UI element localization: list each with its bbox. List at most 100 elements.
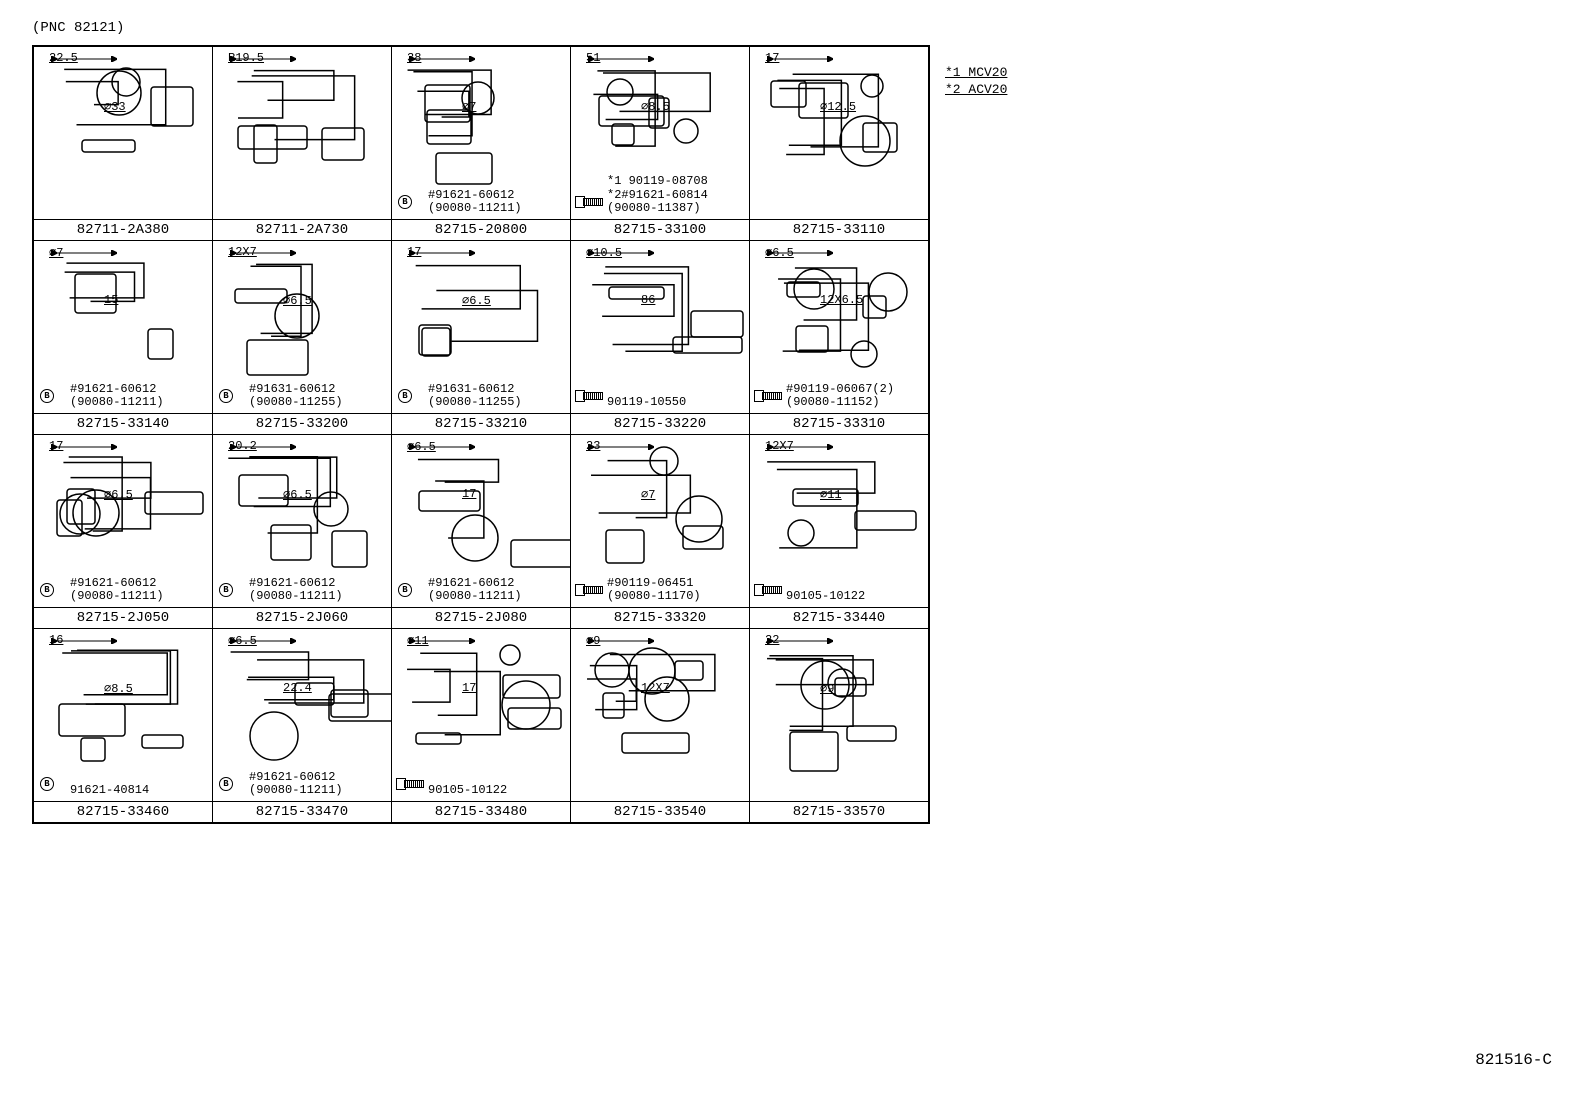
screw-icon — [396, 777, 424, 789]
part-number-label: 82715-33100 — [571, 220, 750, 241]
dimension-label: ⌀7 — [641, 487, 655, 502]
dimension-label: 12X7 — [228, 245, 257, 259]
part-diagram: ⌀912X7 — [571, 629, 749, 801]
diagram-cell: ⌀6.522.4B#91621-60612(90080-11211) — [213, 629, 392, 802]
part-number-label: 82711-2A730 — [213, 220, 392, 241]
part-diagram: 12X7⌀1190105-10122 — [750, 435, 928, 607]
bolt-icon: B — [219, 583, 233, 597]
part-diagram: 16⌀8.5B91621-40814 — [34, 629, 212, 801]
part-number-label: 82715-2J060 — [213, 608, 392, 629]
part-number-label: 82715-33320 — [571, 608, 750, 629]
dimension-label: 17 — [49, 439, 63, 453]
footnote-line: *1 MCV20 — [945, 65, 1007, 82]
part-number-label: 82715-33140 — [33, 414, 213, 435]
footnote-line: *2 ACV20 — [945, 82, 1007, 99]
dimension-label: ⌀6.5 — [462, 293, 491, 308]
diagram-cell: 17⌀6.5B#91631-60612(90080-11255) — [392, 241, 571, 414]
dimension-label: 23 — [586, 439, 600, 453]
part-diagram: 17 ⌀12.5 — [750, 47, 928, 219]
reference-part: #91631-60612(90080-11255) — [428, 383, 522, 409]
dimension-label: R19.5 — [228, 51, 264, 65]
dimension-label: 16 — [49, 633, 63, 647]
dimension-label: 17 — [765, 51, 779, 65]
diagram-cell: ⌀111790105-10122 — [392, 629, 571, 802]
dimension-label: 12X7 — [765, 439, 794, 453]
part-diagram: ⌀6.512X6.5#90119-06067(2)(90080-11152) — [750, 241, 928, 413]
reference-part: 90105-10122 — [428, 784, 507, 797]
part-number-label: 82715-20800 — [392, 220, 571, 241]
dimension-label: 17 — [407, 245, 421, 259]
reference-part: 90119-10550 — [607, 396, 686, 409]
dimension-label: ⌀10.5 — [586, 245, 622, 260]
diagram-cell: ⌀7 15 B #91621-60612(90080-11211) — [33, 241, 213, 414]
screw-icon — [575, 195, 603, 207]
diagram-cell: R19.5 — [213, 46, 392, 220]
bolt-icon: B — [40, 389, 54, 403]
diagram-cell: 16⌀8.5B91621-40814 — [33, 629, 213, 802]
part-diagram: ⌀6.5 17 B #91621-60612(90080-11211) — [392, 435, 570, 607]
screw-icon — [575, 583, 603, 595]
reference-part: *1 90119-08708*2#91621-60814 (90080-1138… — [607, 175, 708, 215]
reference-part: #91621-60612(90080-11211) — [70, 383, 164, 409]
bolt-icon: B — [398, 583, 412, 597]
reference-part: #91621-60612(90080-11211) — [428, 577, 522, 603]
dimension-label: 22.5 — [49, 51, 78, 65]
dimension-label: 15 — [104, 293, 118, 307]
part-number-label: 82715-33310 — [750, 414, 930, 435]
part-number-label: 82715-2J080 — [392, 608, 571, 629]
dimension-label: ⌀33 — [104, 99, 126, 114]
part-diagram: 51 ⌀8.5 *1 90119-08708*2#91621-60814 (9008… — [571, 47, 749, 219]
dimension-label: 17 — [462, 487, 476, 501]
dimension-label: 51 — [586, 51, 600, 65]
reference-part: #91621-60612(90080-11211) — [249, 771, 343, 797]
part-number-label: 82715-33440 — [750, 608, 930, 629]
reference-part: #91621-60612(90080-11211) — [70, 577, 164, 603]
bolt-icon: B — [40, 583, 54, 597]
part-diagram: ⌀6.522.4B#91621-60612(90080-11211) — [213, 629, 391, 801]
part-number-label: 82715-33540 — [571, 802, 750, 824]
dimension-label: ⌀6.5 — [407, 439, 436, 454]
diagram-cell: 22⌀9 — [750, 629, 930, 802]
part-number-label: 82711-2A380 — [33, 220, 213, 241]
screw-icon — [575, 389, 603, 401]
reference-part: #91621-60612(90080-11211) — [249, 577, 343, 603]
part-diagram: 17 ⌀6.5 B #91621-60612(90080-11211) — [34, 435, 212, 607]
diagram-cell: 20.2⌀6.5B#91621-60612(90080-11211) — [213, 435, 392, 608]
diagram-cell: ⌀6.5 17 B #91621-60612(90080-11211) — [392, 435, 571, 608]
dimension-label: 38 — [407, 51, 421, 65]
dimension-label: ⌀6.5 — [765, 245, 794, 260]
bolt-icon: B — [398, 195, 412, 209]
pnc-header: (PNC 82121) — [32, 20, 124, 36]
document-id: 821516-C — [1475, 1051, 1552, 1069]
dimension-label: ⌀7 — [49, 245, 63, 260]
diagram-cell: 23 ⌀7 #90119-06451(90080-11170) — [571, 435, 750, 608]
dimension-label: ⌀9 — [820, 681, 834, 696]
part-number-label: 82715-33200 — [213, 414, 392, 435]
reference-part: #90119-06451(90080-11170) — [607, 577, 701, 603]
diagram-cell: ⌀10.58690119-10550 — [571, 241, 750, 414]
dimension-label: ⌀6.5 — [228, 633, 257, 648]
dimension-label: ⌀8.5 — [641, 99, 670, 114]
dimension-label: ⌀6.5 — [104, 487, 133, 502]
part-diagram: 22.5 ⌀33 — [34, 47, 212, 219]
parts-grid: 22.5 ⌀33 R19.5 38 ⌀7 B #91621-60612(90080-11… — [32, 45, 930, 824]
dimension-label: 22.4 — [283, 681, 312, 695]
part-number-label: 82715-33210 — [392, 414, 571, 435]
dimension-label: 20.2 — [228, 439, 257, 453]
diagram-cell: 51 ⌀8.5 *1 90119-08708*2#91621-60814 (9008… — [571, 46, 750, 220]
dimension-label: ⌀12.5 — [820, 99, 856, 114]
dimension-label: ⌀9 — [586, 633, 600, 648]
part-diagram: 22⌀9 — [750, 629, 928, 801]
reference-part: 91621-40814 — [70, 784, 149, 797]
diagram-cell: 17 ⌀6.5 B #91621-60612(90080-11211) — [33, 435, 213, 608]
dimension-label: ⌀11 — [820, 487, 842, 502]
part-diagram: 23 ⌀7 #90119-06451(90080-11170) — [571, 435, 749, 607]
diagram-cell: 12X7⌀1190105-10122 — [750, 435, 930, 608]
diagram-cell: 38⌀7B#91621-60612(90080-11211) — [392, 46, 571, 220]
part-number-label: 82715-2J050 — [33, 608, 213, 629]
part-number-label: 82715-33110 — [750, 220, 930, 241]
part-number-label: 82715-33480 — [392, 802, 571, 824]
dimension-label: 17 — [462, 681, 476, 695]
dimension-label: ⌀7 — [462, 99, 476, 114]
part-number-label: 82715-33220 — [571, 414, 750, 435]
